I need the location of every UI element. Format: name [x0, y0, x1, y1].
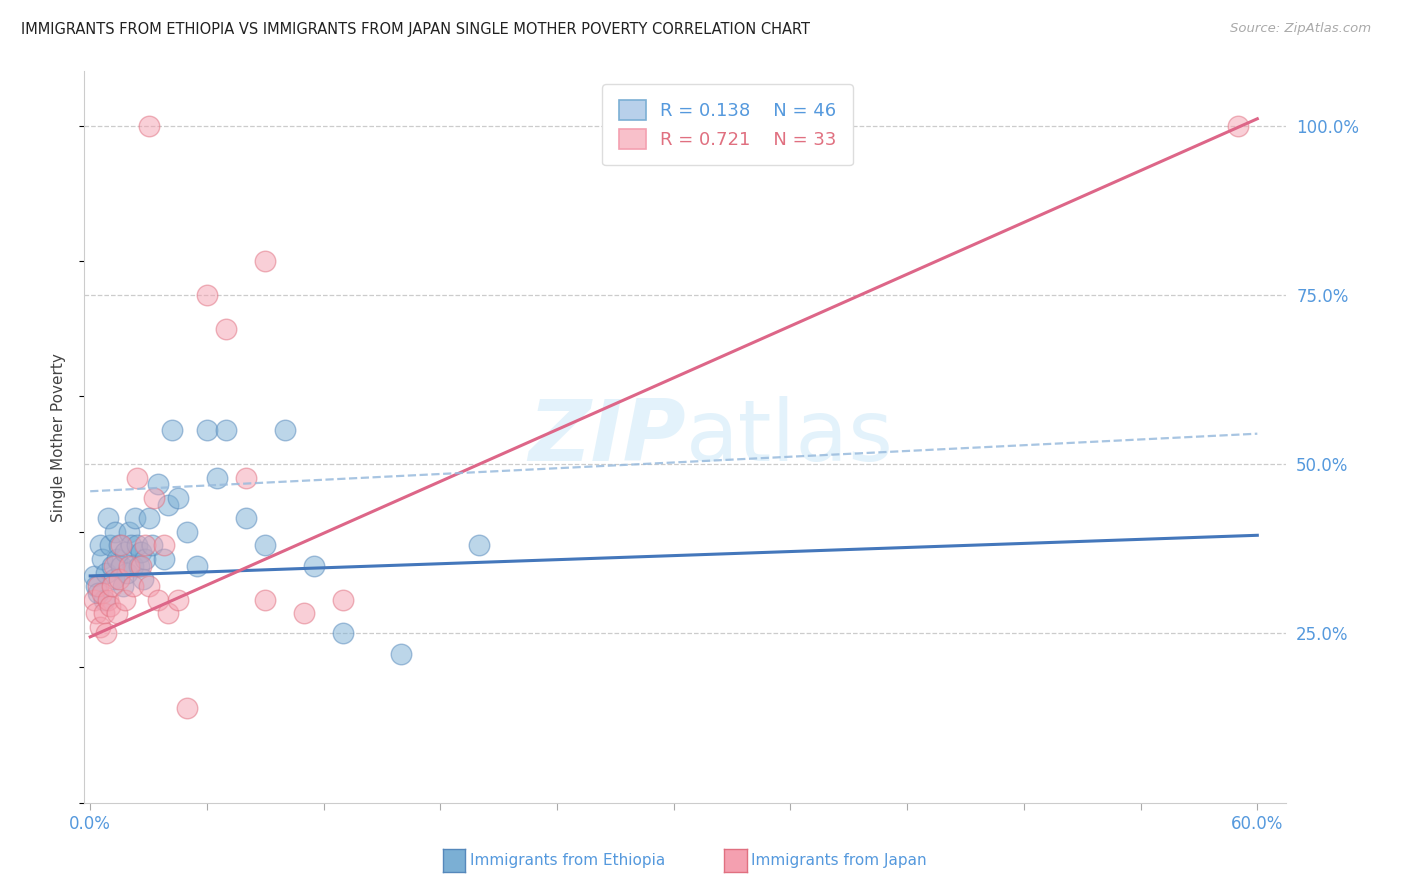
- Text: IMMIGRANTS FROM ETHIOPIA VS IMMIGRANTS FROM JAPAN SINGLE MOTHER POVERTY CORRELAT: IMMIGRANTS FROM ETHIOPIA VS IMMIGRANTS F…: [21, 22, 810, 37]
- Point: [98, 599, 121, 614]
- Point: [235, 511, 257, 525]
- Point: [90, 586, 112, 600]
- Point: [195, 423, 218, 437]
- Point: [103, 572, 125, 586]
- Point: [215, 423, 238, 437]
- Point: [138, 119, 160, 133]
- Point: [160, 423, 183, 437]
- Point: [87, 586, 110, 600]
- Point: [176, 524, 198, 539]
- Point: [110, 558, 132, 573]
- Point: [141, 538, 163, 552]
- Text: Immigrants from Japan: Immigrants from Japan: [751, 854, 927, 868]
- Point: [83, 569, 105, 583]
- Point: [125, 471, 148, 485]
- Point: [148, 592, 170, 607]
- Point: [134, 538, 156, 552]
- Point: [108, 538, 131, 552]
- Point: [143, 491, 166, 505]
- Point: [156, 498, 179, 512]
- Point: [122, 558, 145, 573]
- Point: [166, 592, 188, 607]
- Point: [108, 572, 131, 586]
- Point: [100, 558, 122, 573]
- Text: Source: ZipAtlas.com: Source: ZipAtlas.com: [1230, 22, 1371, 36]
- Point: [254, 538, 277, 552]
- Point: [332, 592, 354, 607]
- Point: [90, 552, 112, 566]
- Point: [254, 254, 277, 268]
- Point: [148, 477, 170, 491]
- Point: [94, 626, 117, 640]
- Point: [215, 322, 238, 336]
- Point: [84, 579, 107, 593]
- Point: [87, 579, 110, 593]
- Point: [1226, 119, 1249, 133]
- Text: atlas: atlas: [686, 395, 893, 479]
- Point: [138, 579, 160, 593]
- Point: [153, 552, 176, 566]
- Point: [195, 288, 218, 302]
- Point: [89, 538, 111, 552]
- Point: [391, 647, 413, 661]
- Point: [235, 471, 257, 485]
- Point: [115, 566, 138, 580]
- Point: [122, 579, 145, 593]
- Point: [103, 558, 125, 573]
- Point: [107, 606, 129, 620]
- Point: [186, 558, 208, 573]
- Point: [107, 552, 129, 566]
- Point: [156, 606, 179, 620]
- Text: ZIP: ZIP: [527, 395, 686, 479]
- Point: [114, 545, 136, 559]
- Point: [129, 558, 152, 573]
- Point: [132, 572, 155, 586]
- Text: Immigrants from Ethiopia: Immigrants from Ethiopia: [470, 854, 665, 868]
- Point: [292, 606, 315, 620]
- Y-axis label: Single Mother Poverty: Single Mother Poverty: [51, 352, 66, 522]
- Legend: R = 0.138    N = 46, R = 0.721    N = 33: R = 0.138 N = 46, R = 0.721 N = 33: [602, 84, 852, 165]
- Point: [104, 524, 127, 539]
- Point: [93, 606, 115, 620]
- Point: [84, 606, 107, 620]
- Point: [125, 538, 148, 552]
- Point: [93, 592, 115, 607]
- Point: [302, 558, 325, 573]
- Point: [114, 592, 136, 607]
- Point: [129, 545, 152, 559]
- Point: [89, 620, 111, 634]
- Point: [128, 558, 150, 573]
- Point: [97, 592, 120, 607]
- Point: [112, 579, 135, 593]
- Point: [110, 538, 132, 552]
- Point: [176, 701, 198, 715]
- Point: [332, 626, 354, 640]
- Point: [94, 566, 117, 580]
- Point: [118, 524, 141, 539]
- Point: [274, 423, 297, 437]
- Point: [100, 579, 122, 593]
- Point: [97, 511, 120, 525]
- Point: [205, 471, 228, 485]
- Point: [138, 511, 160, 525]
- Point: [98, 538, 121, 552]
- Point: [166, 491, 188, 505]
- Point: [134, 552, 156, 566]
- Point: [120, 538, 142, 552]
- Point: [83, 592, 105, 607]
- Point: [124, 511, 146, 525]
- Point: [254, 592, 277, 607]
- Point: [153, 538, 176, 552]
- Point: [468, 538, 491, 552]
- Point: [118, 558, 141, 573]
